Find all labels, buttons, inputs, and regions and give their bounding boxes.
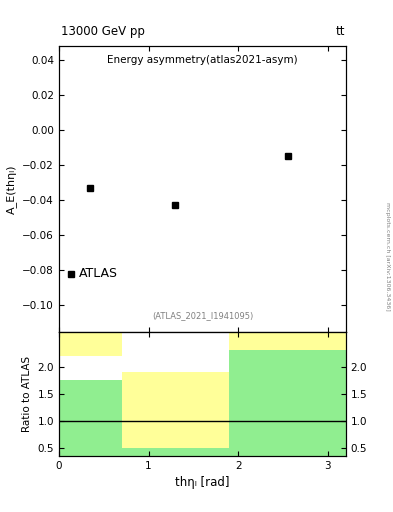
Text: 13000 GeV pp: 13000 GeV pp <box>61 26 145 38</box>
Text: Energy asymmetry(atlas2021-asym): Energy asymmetry(atlas2021-asym) <box>107 55 298 65</box>
Text: tt: tt <box>336 26 345 38</box>
Y-axis label: A_E(thηₗ): A_E(thηₗ) <box>6 164 17 214</box>
Bar <box>122 372 229 447</box>
Bar <box>229 332 346 350</box>
X-axis label: thηₗ [rad]: thηₗ [rad] <box>175 476 230 489</box>
Bar <box>59 380 122 456</box>
Text: ATLAS: ATLAS <box>79 267 118 280</box>
Text: mcplots.cern.ch [arXiv:1306.3436]: mcplots.cern.ch [arXiv:1306.3436] <box>385 202 389 310</box>
Bar <box>59 332 122 356</box>
Text: (ATLAS_2021_I1941095): (ATLAS_2021_I1941095) <box>152 311 253 320</box>
Bar <box>122 394 229 456</box>
Y-axis label: Ratio to ATLAS: Ratio to ATLAS <box>22 355 32 432</box>
Bar <box>229 345 346 456</box>
